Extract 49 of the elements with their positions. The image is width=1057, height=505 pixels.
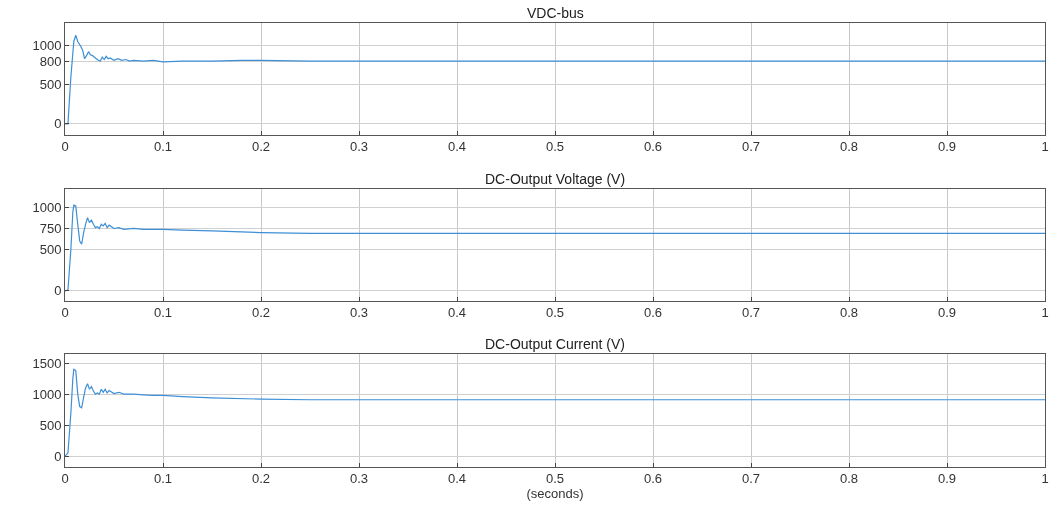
x-tick-label: 0.7 — [741, 471, 761, 487]
y-tick-label: 1000 — [32, 200, 62, 216]
x-tick-label: 0.2 — [251, 305, 271, 321]
y-tick-label: 500 — [39, 77, 62, 93]
x-tick-label: 0.1 — [153, 139, 173, 155]
x-tick-label: 0.8 — [839, 305, 859, 321]
x-tick-label: 1 — [1041, 139, 1049, 155]
line-series — [65, 204, 1045, 292]
x-tick-label: 0.9 — [937, 471, 957, 487]
y-tick-label: 1000 — [32, 386, 62, 402]
x-tick-label: 0.1 — [153, 305, 173, 321]
x-tick-label: 0.7 — [741, 139, 761, 155]
x-tick-label: 0.1 — [153, 471, 173, 487]
x-tick-label: 0.2 — [251, 471, 271, 487]
x-tick-label: 0.8 — [839, 471, 859, 487]
y-tick-label: 0 — [54, 448, 62, 464]
x-tick-label: 0.4 — [447, 139, 467, 155]
x-tick-label: 1 — [1041, 305, 1049, 321]
y-tick-label: 800 — [39, 53, 62, 69]
x-tick-label: 0.6 — [643, 305, 663, 321]
y-tick-label: 0 — [54, 116, 62, 132]
x-axis-title: (seconds) — [526, 486, 584, 502]
x-tick-label: 0.4 — [447, 305, 467, 321]
x-tick-label: 0.3 — [349, 139, 369, 155]
x-tick-label: 0.5 — [545, 471, 565, 487]
x-tick-label: 0.8 — [839, 139, 859, 155]
chart-title: VDC-bus — [527, 5, 584, 21]
y-tick-label: 500 — [39, 241, 62, 257]
x-tick-label: 0.3 — [349, 305, 369, 321]
y-tick-label: 750 — [39, 221, 62, 237]
x-tick-label: 0.2 — [251, 139, 271, 155]
x-tick-label: 0.9 — [937, 139, 957, 155]
line-series — [65, 34, 1045, 125]
x-tick-label: 0.3 — [349, 471, 369, 487]
x-tick-label: 0.9 — [937, 305, 957, 321]
chart-title: DC-Output Current (V) — [485, 336, 626, 352]
y-tick-label: 0 — [54, 283, 62, 299]
chart-title: DC-Output Voltage (V) — [485, 171, 626, 187]
y-tick-label: 500 — [39, 417, 62, 433]
x-tick-label: 0.5 — [545, 305, 565, 321]
y-tick-label: 1500 — [32, 355, 62, 371]
x-tick-label: 0.4 — [447, 471, 467, 487]
x-tick-label: 0.6 — [643, 139, 663, 155]
x-tick-label: 1 — [1041, 471, 1049, 487]
line-series — [65, 368, 1045, 457]
y-tick-label: 1000 — [32, 37, 62, 53]
x-tick-label: 0.7 — [741, 305, 761, 321]
x-tick-label: 0.6 — [643, 471, 663, 487]
x-tick-label: 0.5 — [545, 139, 565, 155]
